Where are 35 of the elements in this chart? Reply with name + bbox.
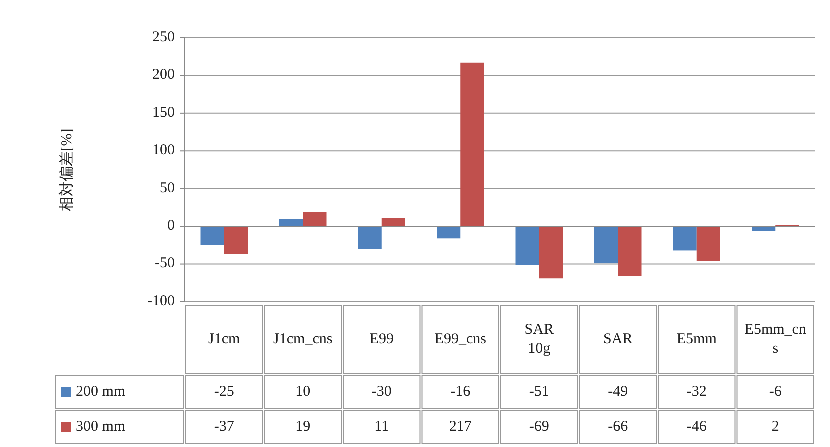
y-tick-label: 100 xyxy=(152,142,175,159)
data-label: 10 xyxy=(296,384,311,400)
x-tick-label: E5mm xyxy=(676,331,718,348)
x-tick-label: SAR 10g xyxy=(524,322,554,357)
x-tick-label: E99_cns xyxy=(434,331,487,348)
y-tick-label: 200 xyxy=(152,67,175,84)
y-axis-title: 相対偏差[%] xyxy=(58,128,76,212)
data-label: -30 xyxy=(372,384,392,400)
data-label: -37 xyxy=(214,418,235,435)
x-tick-label: J1cm_cns xyxy=(274,331,333,348)
legend-label: 300 mm xyxy=(76,418,126,435)
data-label: -25 xyxy=(214,384,234,400)
data-label: -49 xyxy=(608,384,628,400)
data-label: -51 xyxy=(529,384,550,400)
y-tick-label: 50 xyxy=(160,180,175,196)
y-tick-label: 150 xyxy=(152,104,175,121)
data-table: J1cm J1cm_cns E99 E99_cns SAR 10g SAR E5mm E5mm_cns 200 mm -25 10 -30 -16 -51 -49 -32 -6 300 mm -37 19 11 217 -69 -66 -46 2 xyxy=(56,306,814,444)
data-label: 11 xyxy=(374,418,390,435)
data-label: -32 xyxy=(686,384,707,400)
x-tick-label: SAR xyxy=(604,331,633,348)
data-label: 19 xyxy=(296,418,311,435)
data-label: 217 xyxy=(449,418,472,435)
y-tick-label: 250 xyxy=(152,29,175,46)
x-tick-label: J1cm xyxy=(208,331,241,348)
data-label: 2 xyxy=(772,418,780,435)
data-label: -46 xyxy=(686,418,708,435)
data-label: -69 xyxy=(529,418,550,435)
data-label: -66 xyxy=(608,418,629,435)
y-tick-label: 0 xyxy=(168,218,175,234)
data-label: -16 xyxy=(450,384,472,400)
x-tick-label: E99 xyxy=(370,331,394,348)
legend-label: 200 mm xyxy=(76,384,126,400)
data-label: -6 xyxy=(769,384,782,400)
y-tick-label: -50 xyxy=(155,256,175,272)
x-tick-label: E5mm_cns xyxy=(744,322,807,357)
